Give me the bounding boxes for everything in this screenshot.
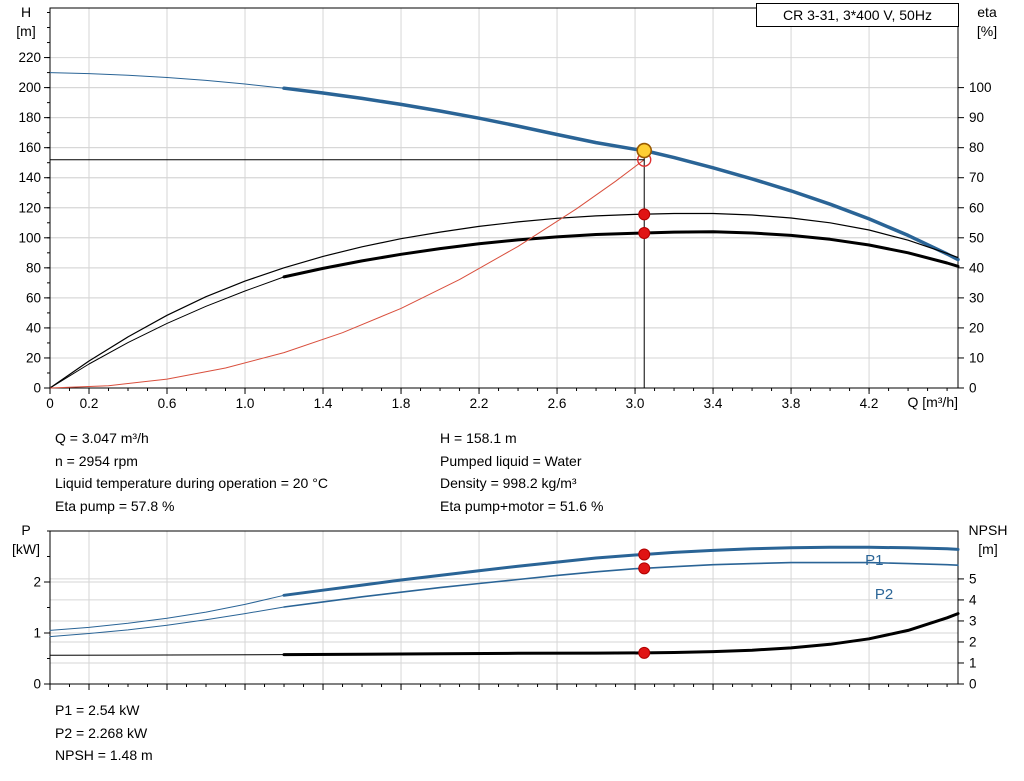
- tick-label: 10: [969, 350, 984, 365]
- tick-label: 4.2: [860, 396, 879, 411]
- info-pumped-liquid: Pumped liquid = Water: [440, 452, 582, 469]
- tick-label: 100: [18, 230, 41, 245]
- tick-label: 2: [33, 575, 41, 590]
- info-eta-pump: Eta pump = 57.8 %: [55, 497, 175, 514]
- duty-info-left-column: Q = 3.047 m³/h n = 2954 rpm Liquid tempe…: [55, 427, 328, 517]
- result-p2: P2 = 2.268 kW: [55, 724, 148, 741]
- tick-label: 140: [18, 170, 41, 185]
- eta-pump-motor-point: [638, 226, 651, 239]
- tick-label: 0.2: [80, 396, 99, 411]
- power-npsh-chart: P1 P2 0 1 2 0 1 2 3 4 5: [33, 530, 977, 692]
- plot-frame: [49, 530, 959, 685]
- result-npsh: NPSH = 1.48 m: [55, 747, 153, 763]
- system-curve: [49, 159, 645, 389]
- tick-label: 0: [33, 677, 41, 692]
- npsh-axis-name: NPSH: [968, 522, 1008, 538]
- eta-pump-motor-thin: [49, 276, 285, 389]
- tick-label: 0: [33, 381, 41, 396]
- eta-pump-curve: [49, 212, 959, 389]
- tick-label: 3.8: [782, 396, 801, 411]
- tick-label: 180: [18, 110, 41, 125]
- tick-label: 80: [26, 260, 41, 275]
- tick-label: 70: [969, 170, 984, 185]
- npsh-curve: [282, 612, 960, 657]
- npsh-point: [638, 646, 651, 659]
- p1-point: [638, 548, 651, 561]
- tick-label: 2: [969, 634, 977, 649]
- tick-label: 0.6: [158, 396, 177, 411]
- p1-thin: [49, 594, 285, 631]
- eta-axis-name: eta: [977, 4, 997, 20]
- tick-label: 60: [26, 290, 41, 305]
- tick-label: 0: [46, 396, 54, 411]
- info-speed: n = 2954 rpm: [55, 452, 138, 469]
- eta-axis-label: eta [%]: [964, 3, 1010, 41]
- tick-label: 120: [18, 200, 41, 215]
- tick-label: 5: [969, 571, 977, 586]
- npsh-axis-label: NPSH [m]: [958, 521, 1018, 559]
- p-axis-name: P: [21, 522, 31, 538]
- p2-point: [638, 562, 651, 575]
- h-q-chart: 0 20 40 60 80 100 120 140 160 180 200 220 0 10 20 30 40 5…: [18, 7, 992, 411]
- tick-label: 40: [969, 260, 984, 275]
- q-axis-label: Q [m³/h]: [907, 394, 958, 410]
- tick-label: 20: [969, 320, 984, 335]
- tick-label: 20: [26, 350, 41, 365]
- pump-title: CR 3-31, 3*400 V, 50Hz: [756, 3, 959, 27]
- tick-label: 80: [969, 140, 984, 155]
- info-flow: Q = 3.047 m³/h: [55, 430, 149, 446]
- qh-curve-thin: [49, 72, 285, 89]
- tick-label: 3.0: [626, 396, 645, 411]
- npsh-thin: [49, 654, 285, 656]
- h-axis-unit: [m]: [16, 23, 36, 39]
- tick-label: 30: [969, 290, 984, 305]
- tick-label: 3: [969, 613, 977, 628]
- info-eta-pump-motor: Eta pump+motor = 51.6 %: [440, 497, 604, 514]
- tick-label: 200: [18, 80, 41, 95]
- tick-label: 2.6: [548, 396, 567, 411]
- tick-label: 100: [969, 80, 992, 95]
- tick-label: 220: [18, 50, 41, 65]
- duty-point: [636, 142, 653, 159]
- h-axis-label: H [m]: [6, 3, 46, 41]
- duty-info-right-column: H = 158.1 m Pumped liquid = Water Densit…: [440, 427, 603, 517]
- tick-label: 1.0: [236, 396, 255, 411]
- tick-label: 1.4: [314, 396, 333, 411]
- tick-label: 0: [969, 677, 977, 692]
- eta-pump-motor-curve: [282, 230, 960, 279]
- eta-axis-unit: [%]: [976, 23, 998, 39]
- info-density: Density = 998.2 kg/m³: [440, 475, 577, 491]
- tick-label: 3.4: [704, 396, 723, 411]
- tick-label: 90: [969, 110, 984, 125]
- p-axis-unit: [kW]: [12, 541, 40, 557]
- tick-label: 1.8: [392, 396, 411, 411]
- tick-label: 0: [969, 381, 977, 396]
- plot-frame: [49, 7, 959, 389]
- tick-label: 160: [18, 140, 41, 155]
- h-axis-name: H: [20, 4, 32, 20]
- tick-label: 1: [33, 626, 41, 641]
- power-results: P1 = 2.54 kW P2 = 2.268 kW NPSH = 1.48 m: [55, 699, 153, 767]
- npsh-axis-unit: [m]: [978, 541, 998, 557]
- tick-label: 1: [969, 655, 977, 670]
- tick-label: P1: [865, 552, 883, 569]
- tick-label: 60: [969, 200, 984, 215]
- info-head: H = 158.1 m: [440, 430, 517, 446]
- p-axis-label: P [kW]: [4, 521, 48, 559]
- eta-pump-point: [638, 208, 651, 221]
- tick-label: 4: [969, 592, 977, 607]
- info-liquid-temperature: Liquid temperature during operation = 20…: [55, 475, 328, 491]
- result-p1: P1 = 2.54 kW: [55, 702, 140, 718]
- tick-label: 50: [969, 230, 984, 245]
- tick-label: 2.2: [470, 396, 489, 411]
- p2-thin: [49, 606, 285, 638]
- p1-curve: [282, 545, 960, 597]
- tick-label: 40: [26, 320, 41, 335]
- tick-label: P2: [875, 586, 893, 603]
